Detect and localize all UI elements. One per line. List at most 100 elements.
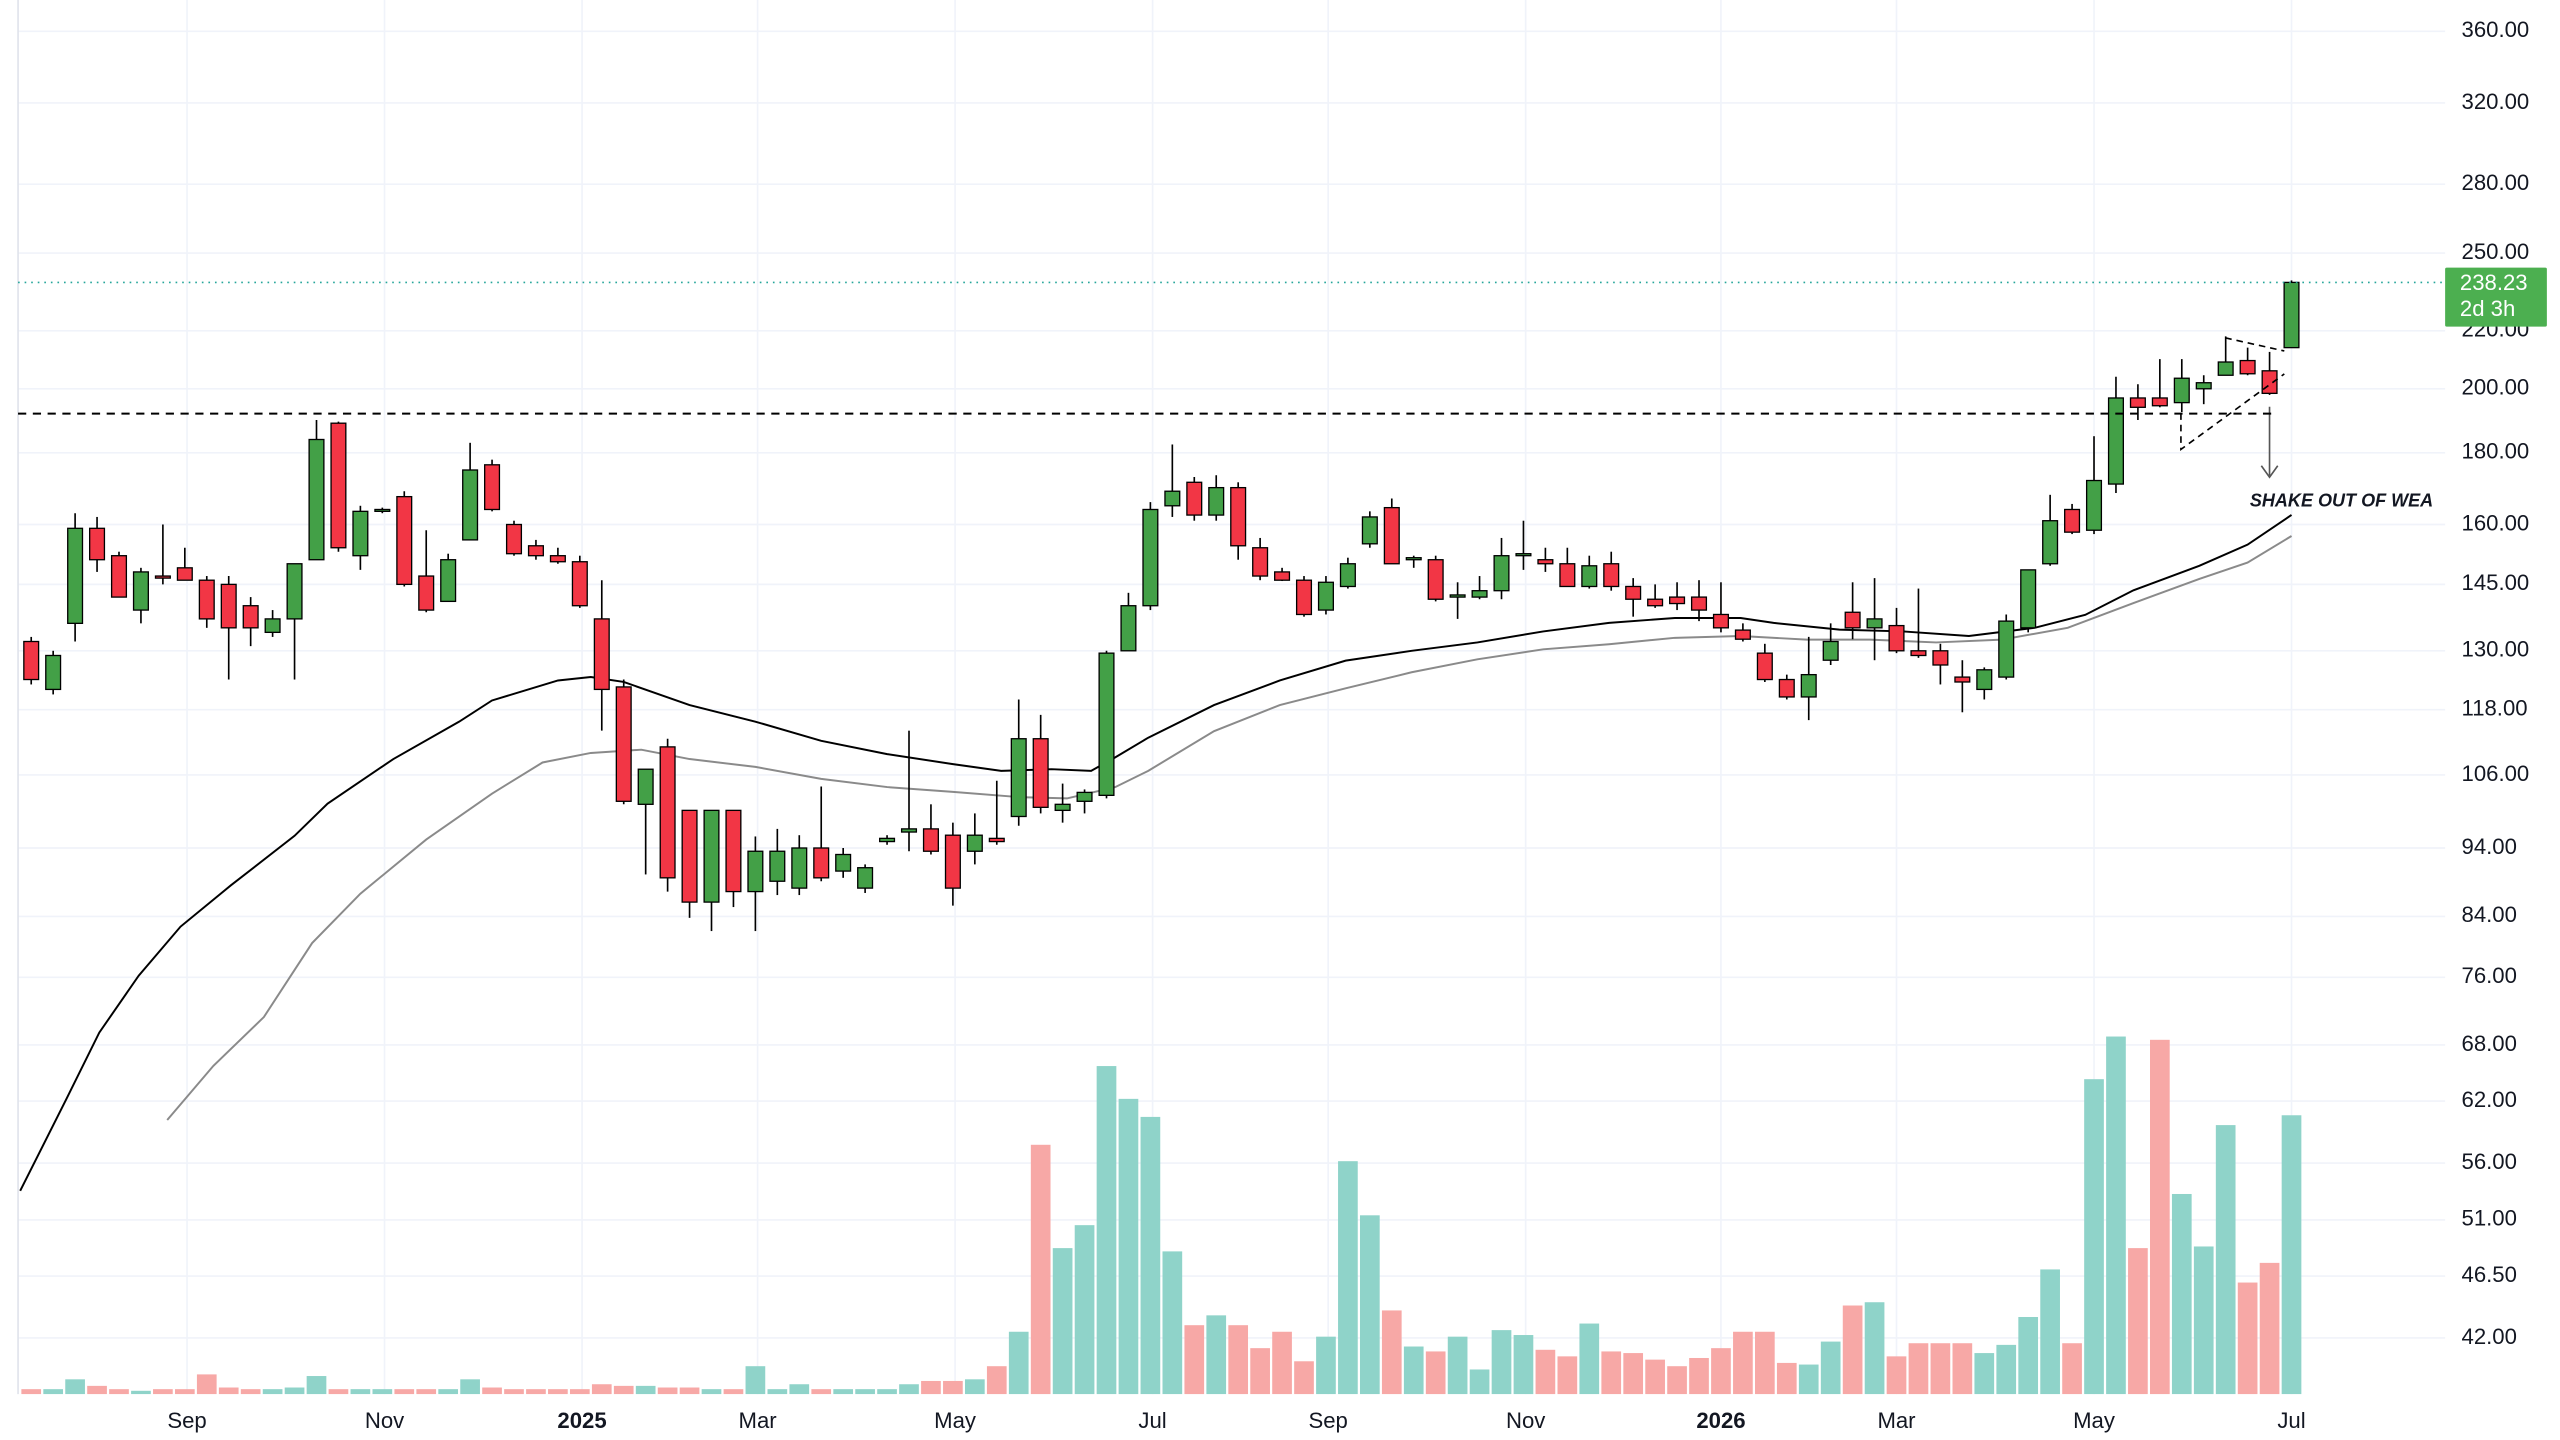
x-tick-label: Nov: [1506, 1408, 1545, 1433]
candle-body: [1998, 620, 2015, 678]
candle-body: [1252, 547, 1269, 577]
candle-body: [1888, 624, 1905, 652]
volume-bar: [1469, 1369, 1490, 1395]
candle-body: [1317, 581, 1334, 611]
volume-bar: [1228, 1325, 1249, 1395]
candle-body: [1098, 652, 1115, 797]
volume-bar: [1118, 1098, 1139, 1395]
volume-bar: [2128, 1248, 2148, 1395]
candle-body: [308, 438, 325, 561]
x-tick-label: Nov: [365, 1408, 404, 1433]
volume-bar: [1842, 1305, 1863, 1395]
x-tick-label: May: [2073, 1408, 2116, 1433]
volume-bar: [1184, 1325, 1205, 1395]
volume-bar: [1930, 1343, 1951, 1395]
candle-body: [1866, 618, 1883, 629]
candle-body: [1142, 508, 1159, 607]
volume-bar: [1754, 1331, 1775, 1395]
volume-bar: [657, 1387, 678, 1395]
volume-bar: [964, 1379, 985, 1395]
candle-body: [1274, 571, 1291, 581]
volume-bar: [1140, 1116, 1161, 1395]
x-tick-label: Mar: [1877, 1408, 1915, 1433]
volume-bar: [1798, 1364, 1819, 1395]
candle-body: [1647, 598, 1664, 607]
volume-bar: [1294, 1361, 1314, 1395]
candle-body: [549, 555, 566, 563]
candle-body: [505, 523, 523, 555]
volume-bar: [240, 1389, 261, 1395]
volume-bar: [921, 1380, 941, 1395]
candle-body: [615, 686, 632, 802]
candle-body: [1625, 585, 1642, 600]
candle-body: [593, 618, 610, 691]
candle-body: [1756, 652, 1773, 681]
volume-bar: [745, 1366, 766, 1395]
volume-bar: [416, 1389, 437, 1395]
volume-bar: [109, 1389, 129, 1395]
candle-body: [286, 563, 303, 620]
y-tick-label: 56.00: [2462, 1149, 2517, 1174]
volume-bar: [1206, 1315, 1227, 1395]
volume-bar: [284, 1387, 305, 1395]
candle-body: [1383, 506, 1400, 565]
candle-body: [2129, 397, 2146, 408]
candle-body: [1822, 640, 1839, 661]
volume-bar: [328, 1389, 349, 1395]
candle-body: [1186, 481, 1203, 516]
candle-body: [1690, 596, 1708, 611]
volume-bar: [2193, 1246, 2214, 1395]
candle-body: [637, 768, 654, 805]
candle-body: [374, 508, 391, 512]
candle-body: [900, 828, 918, 833]
candle-body: [67, 527, 84, 625]
x-tick-label: May: [934, 1408, 977, 1433]
candle-body: [1208, 486, 1225, 516]
volume-bar: [21, 1389, 42, 1395]
y-tick-label: 180.00: [2462, 439, 2530, 464]
candle-body: [1537, 559, 1554, 565]
volume-bar: [504, 1389, 524, 1395]
candle-body: [2261, 370, 2278, 395]
volume-bar: [2259, 1262, 2280, 1395]
volume-bar: [1447, 1336, 1468, 1395]
candle-body: [1976, 669, 1993, 691]
candle-body: [1405, 557, 1422, 561]
candle-body: [1778, 678, 1795, 698]
y-tick-label: 42.00: [2462, 1324, 2517, 1349]
candle-body: [2085, 479, 2103, 531]
volume-bar: [306, 1376, 327, 1395]
volume-bar: [1008, 1331, 1029, 1395]
candle-body: [1800, 673, 1817, 698]
candle-body: [1603, 563, 1620, 588]
volume-bar: [679, 1387, 700, 1395]
volume-bar: [1403, 1346, 1424, 1395]
volume-bar: [1667, 1366, 1687, 1395]
candle-body: [527, 545, 544, 557]
volume-bar: [1272, 1331, 1292, 1395]
volume-bar: [1513, 1335, 1534, 1395]
x-tick-label: Jul: [1138, 1408, 1166, 1433]
volume-bar: [526, 1389, 546, 1395]
candle-body: [703, 809, 720, 903]
candle-body: [1910, 650, 1927, 657]
volume-bar: [986, 1366, 1007, 1395]
volume-bar: [218, 1387, 239, 1395]
volume-bar: [1338, 1161, 1358, 1395]
volume-bar: [1711, 1348, 1731, 1395]
candle-body: [1932, 650, 1949, 666]
candle-body: [264, 618, 281, 634]
volume-bar: [833, 1389, 854, 1395]
volume-bar: [1952, 1343, 1973, 1395]
volume-bar: [723, 1389, 744, 1395]
volume-bar: [131, 1390, 151, 1395]
candle-body: [2064, 508, 2081, 533]
volume-bar: [789, 1384, 810, 1395]
candle-body: [198, 579, 215, 620]
candle-body: [835, 853, 852, 872]
y-tick-label: 145.00: [2462, 570, 2530, 595]
volume-bar: [438, 1389, 459, 1395]
pattern-line: [2180, 373, 2285, 451]
y-tick-label: 130.00: [2462, 637, 2530, 662]
volume-bar: [1776, 1362, 1797, 1395]
